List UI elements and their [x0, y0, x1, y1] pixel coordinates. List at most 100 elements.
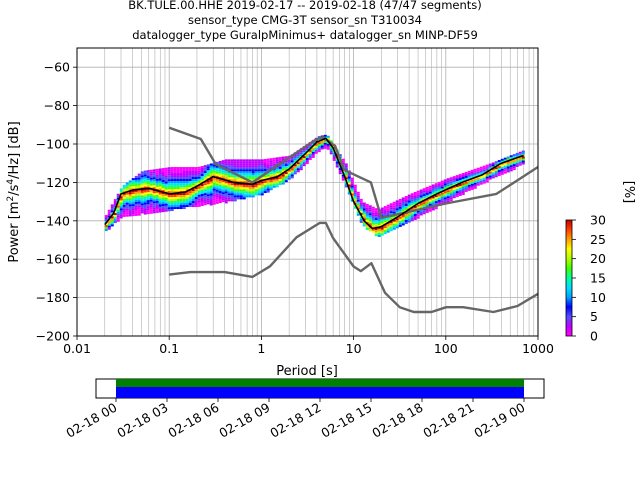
density-cell — [449, 183, 453, 186]
density-cell — [125, 184, 129, 187]
density-cell — [179, 177, 183, 180]
density-cell — [263, 181, 267, 184]
density-cell — [239, 193, 243, 196]
density-cell — [317, 136, 321, 139]
density-cell — [146, 180, 150, 183]
density-cell — [257, 167, 261, 170]
density-cell — [206, 168, 210, 171]
density-cell — [467, 176, 471, 179]
density-cell — [233, 177, 237, 180]
density-cell — [203, 171, 207, 174]
density-cell — [248, 193, 252, 196]
density-cell — [428, 197, 432, 200]
density-cell — [143, 182, 147, 185]
density-cell — [497, 174, 501, 177]
density-cell — [110, 216, 114, 219]
density-cell — [209, 187, 213, 190]
density-cell — [314, 145, 318, 148]
density-cell — [275, 181, 279, 184]
density-cell — [422, 194, 426, 197]
density-cell — [461, 190, 465, 193]
density-cell — [212, 172, 216, 175]
density-cell — [122, 204, 126, 207]
density-cell — [197, 172, 201, 175]
density-cell — [158, 170, 162, 173]
density-cell — [380, 233, 384, 236]
density-cell — [263, 159, 267, 162]
density-cell — [491, 168, 495, 171]
density-cell — [167, 171, 171, 174]
density-cell — [170, 201, 174, 204]
density-cell — [221, 200, 225, 203]
coverage-tick-label: 02-18 06 — [165, 400, 221, 441]
density-cell — [137, 207, 141, 210]
density-cell — [122, 192, 126, 195]
density-cell — [185, 167, 189, 170]
density-cell — [317, 146, 321, 149]
density-cell — [317, 142, 321, 145]
density-cell — [482, 171, 486, 174]
density-cell — [167, 209, 171, 212]
density-cell — [422, 198, 426, 201]
density-cell — [131, 202, 135, 205]
density-cell — [431, 186, 435, 189]
density-cell — [260, 169, 264, 172]
density-cell — [158, 202, 162, 205]
density-cell — [188, 181, 192, 184]
density-cell — [272, 157, 276, 160]
density-cell — [281, 156, 285, 159]
density-cell — [470, 183, 474, 186]
density-cell — [467, 172, 471, 175]
density-cell — [167, 195, 171, 198]
density-cell — [272, 179, 276, 182]
density-cell — [455, 181, 459, 184]
density-cell — [245, 189, 249, 192]
density-cell — [431, 196, 435, 199]
density-cell — [392, 209, 396, 212]
density-cell — [275, 185, 279, 188]
density-cell — [239, 185, 243, 188]
density-cell — [257, 173, 261, 176]
density-cell — [455, 175, 459, 178]
density-cell — [143, 204, 147, 207]
density-cell — [170, 171, 174, 174]
density-cell — [179, 187, 183, 190]
density-cell — [407, 198, 411, 201]
density-cell — [227, 163, 231, 166]
density-cell — [251, 179, 255, 182]
density-cell — [368, 207, 372, 210]
density-cell — [227, 181, 231, 184]
density-cell — [200, 175, 204, 178]
density-cell — [146, 212, 150, 215]
density-cell — [173, 175, 177, 178]
title-line-1: BK.TULE.00.HHE 2019-02-17 -- 2019-02-18 … — [128, 0, 482, 12]
coverage-tick-label: 02-18 21 — [420, 400, 476, 441]
density-cell — [380, 227, 384, 230]
y-label-sup-1: 2 — [6, 196, 16, 202]
density-cell — [521, 160, 525, 163]
density-cell — [248, 185, 252, 188]
density-cell — [446, 180, 450, 183]
density-cell — [176, 195, 180, 198]
density-cell — [263, 187, 267, 190]
density-cell — [293, 156, 297, 159]
density-cell — [398, 202, 402, 205]
density-cell — [167, 177, 171, 180]
density-cell — [434, 199, 438, 202]
density-cell — [236, 183, 240, 186]
density-cell — [143, 180, 147, 183]
density-cell — [266, 164, 270, 167]
density-cell — [254, 193, 258, 196]
density-cell — [386, 204, 390, 207]
density-cell — [149, 169, 153, 172]
density-cell — [275, 183, 279, 186]
density-cell — [425, 186, 429, 189]
density-cell — [311, 151, 315, 154]
density-cell — [176, 197, 180, 200]
density-cell — [458, 176, 462, 179]
density-cell — [242, 191, 246, 194]
density-cell — [236, 159, 240, 162]
density-cell — [458, 188, 462, 191]
density-cell — [392, 227, 396, 230]
density-cell — [212, 188, 216, 191]
